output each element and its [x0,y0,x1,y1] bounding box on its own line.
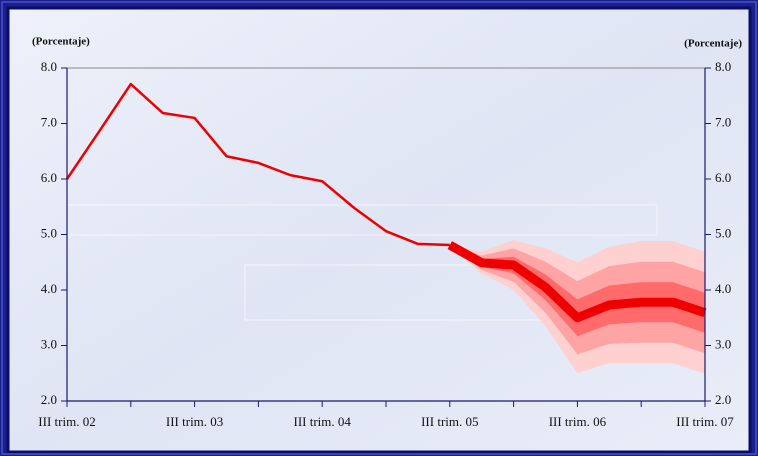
y2-tick-label: 7.0 [715,114,731,129]
chart-panel [6,6,752,454]
line [447,241,707,323]
y-tick-label: 8.0 [41,59,57,74]
y2-tick-label: 8.0 [715,59,731,74]
y-tick-label: 4.0 [41,281,57,296]
y-tick-label: 5.0 [41,225,57,240]
x-tick-label: III trim. 07 [676,414,734,429]
y2-axis-label: (Porcentaje) [684,38,742,50]
y-tick-label: 7.0 [41,114,57,129]
x-tick-label: III trim. 03 [166,414,223,429]
y2-tick-label: 4.0 [715,281,731,296]
x-tick-label: III trim. 05 [421,414,478,429]
x-tick-label: III trim. 04 [293,414,351,429]
y2-tick-label: 3.0 [715,336,731,351]
y2-tick-label: 5.0 [715,225,731,240]
x-tick-label: III trim. 02 [38,414,95,429]
y-axis-label: (Porcentaje) [32,36,90,48]
line [65,82,450,247]
y-tick-label: 3.0 [41,336,57,351]
y2-tick-label: 2.0 [715,392,731,407]
y2-tick-label: 6.0 [715,170,731,185]
y-tick-label: 2.0 [41,392,57,407]
y-tick-label: 6.0 [41,170,57,185]
x-tick-label: III trim. 06 [549,414,607,429]
